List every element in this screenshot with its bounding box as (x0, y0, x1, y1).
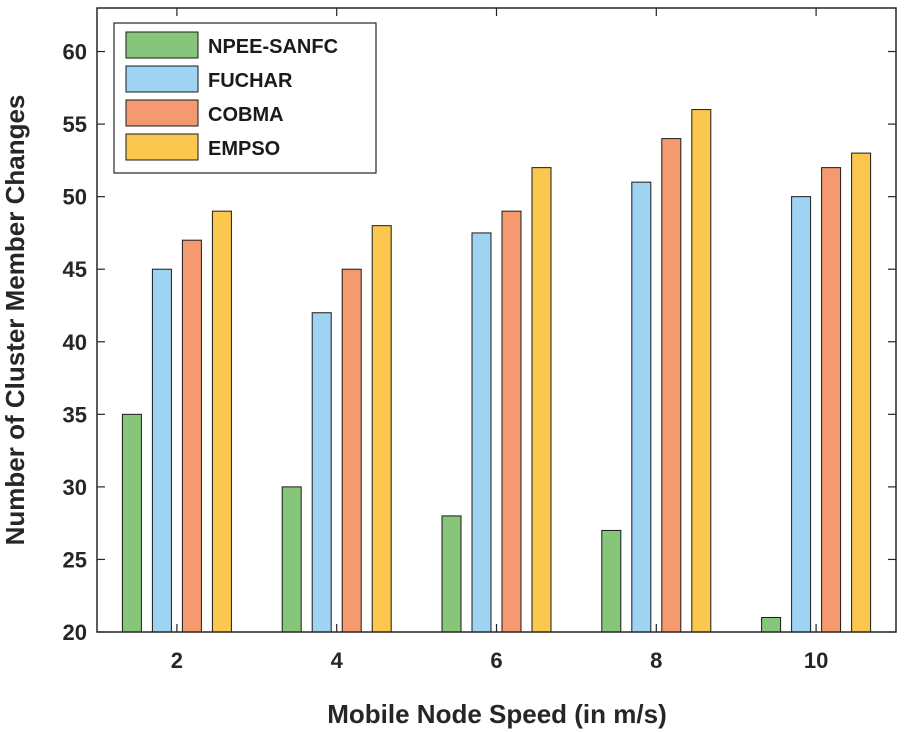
legend-swatch-npee-sanfc (125, 31, 199, 59)
y-tick-label: 35 (63, 402, 87, 427)
x-tick-label: 10 (804, 648, 828, 673)
bar-fuchar-8 (631, 181, 652, 633)
y-tick-label: 50 (63, 185, 87, 210)
legend-label-empso: EMPSO (208, 138, 280, 160)
legend-items: NPEE-SANFC FUCHAR COBMA EMPSO (125, 31, 338, 161)
y-axis-label: Number of Cluster Member Changes (0, 95, 30, 546)
x-tick-label: 2 (171, 648, 183, 673)
bar-npee-sanfc-4 (281, 486, 302, 633)
y-tick-label: 40 (63, 330, 87, 355)
bar-cobma-10 (821, 167, 842, 633)
legend: NPEE-SANFC FUCHAR COBMA EMPSO (113, 22, 377, 174)
y-tick-label: 45 (63, 257, 87, 282)
bar-cobma-8 (661, 138, 682, 633)
bar-npee-sanfc-6 (441, 515, 462, 633)
legend-swatch-empso (125, 133, 199, 161)
legend-swatch-fuchar (125, 65, 199, 93)
bar-empso-2 (211, 210, 232, 633)
x-tick-label: 8 (650, 648, 662, 673)
bar-empso-6 (531, 167, 552, 633)
legend-label-npee-sanfc: NPEE-SANFC (208, 36, 338, 58)
bar-npee-sanfc-2 (121, 413, 142, 633)
bar-empso-4 (371, 225, 392, 633)
legend-label-cobma: COBMA (208, 104, 284, 126)
bars-layer (121, 109, 872, 633)
bar-cobma-4 (341, 268, 362, 633)
bar-npee-sanfc-10 (761, 616, 782, 633)
y-tick-label: 30 (63, 475, 87, 500)
y-tick-label: 20 (63, 620, 87, 645)
legend-label-fuchar: FUCHAR (208, 70, 293, 92)
bar-fuchar-6 (471, 232, 492, 633)
y-tick-label: 60 (63, 40, 87, 65)
x-axis-label: Mobile Node Speed (in m/s) (327, 699, 666, 729)
bar-cobma-6 (501, 210, 522, 633)
legend-swatch-cobma (125, 99, 199, 127)
ticks-layer: 20 25 30 35 40 45 50 55 60 2 4 6 8 10 (63, 8, 896, 673)
bar-fuchar-10 (791, 196, 812, 633)
bar-npee-sanfc-8 (601, 529, 622, 633)
x-tick-label: 6 (490, 648, 502, 673)
y-tick-label: 55 (63, 112, 87, 137)
bar-cobma-2 (181, 239, 202, 633)
y-tick-label: 25 (63, 547, 87, 572)
bar-fuchar-2 (151, 268, 172, 633)
x-tick-label: 4 (331, 648, 344, 673)
bar-empso-8 (691, 109, 712, 633)
bar-empso-10 (851, 152, 872, 633)
bar-fuchar-4 (311, 312, 332, 633)
